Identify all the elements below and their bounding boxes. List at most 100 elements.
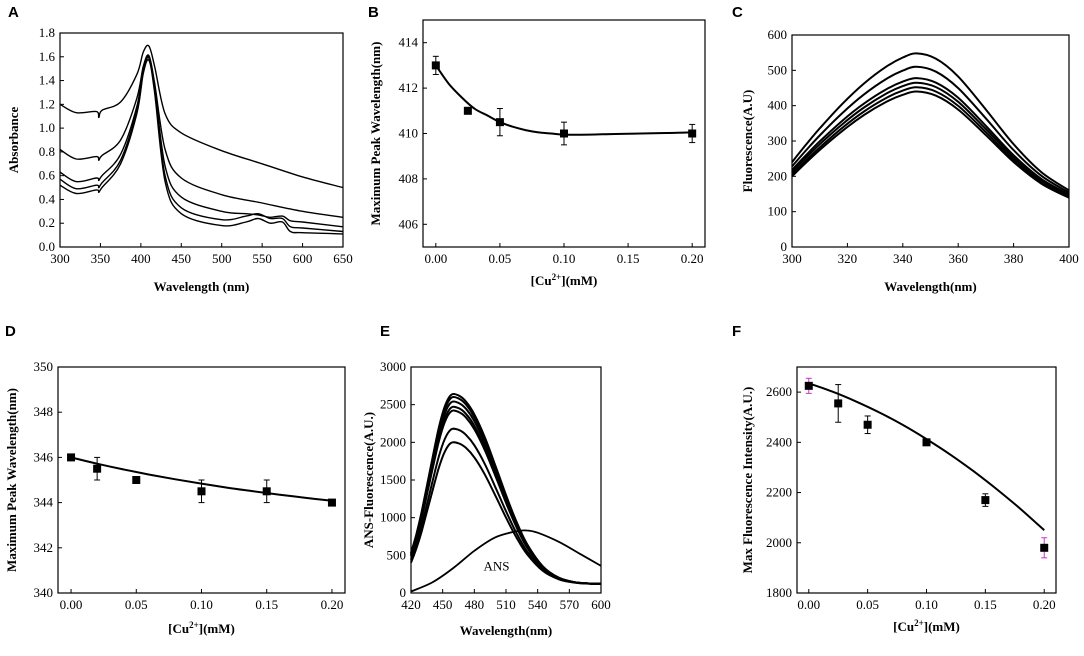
panel-b: 0.00 0.05 0.10 0.15 0.20 406 408 410 412 414 Maxim…	[368, 4, 706, 288]
y-tick-label: 2200	[766, 485, 792, 500]
panel-letter: A	[8, 4, 19, 21]
x-axis-label: [Cu2+](mM)	[893, 618, 960, 634]
ans-fluorescence-curve	[410, 392, 602, 585]
y-tick-label: 346	[34, 449, 54, 464]
x-tick-label: 0.00	[424, 251, 447, 266]
panel-d: 0.00 0.05 0.10 0.15 0.20 340 342 344 346 348 350 Ma…	[4, 323, 346, 636]
panel-letter: C	[732, 4, 743, 21]
x-tick-label: 0.15	[255, 597, 278, 612]
y-tick-label: 340	[34, 585, 54, 600]
x-tick-label: 0.10	[915, 597, 938, 612]
y-tick-label: 3000	[380, 359, 406, 374]
data-point	[327, 498, 336, 507]
y-tick-label: 408	[399, 171, 419, 186]
x-tick-label: 550	[252, 251, 272, 266]
ans-fluorescence-curve	[410, 441, 602, 585]
y-tick-label: 410	[399, 126, 419, 141]
x-tick-label: 320	[838, 251, 858, 266]
y-tick-label: 0.6	[39, 168, 56, 183]
y-tick-label: 1000	[380, 510, 406, 525]
y-tick-label: 2600	[766, 384, 792, 399]
y-tick-label: 2400	[766, 434, 792, 449]
x-tick-label: 0.05	[856, 597, 879, 612]
y-tick-label: 0	[400, 585, 407, 600]
x-tick-label: 500	[212, 251, 232, 266]
x-tick-label: 300	[50, 251, 70, 266]
y-tick-label: 600	[768, 27, 788, 42]
x-tick-label: 0.15	[974, 597, 997, 612]
x-tick-label: 0.15	[617, 251, 640, 266]
fluorescence-curve	[791, 52, 1070, 192]
y-tick-label: 100	[768, 204, 788, 219]
x-tick-label: 360	[948, 251, 968, 266]
plot-frame	[791, 34, 1070, 248]
y-axis-label: Absorbance	[6, 107, 21, 174]
y-tick-label: 2500	[380, 397, 406, 412]
y-tick-label: 0	[781, 239, 788, 254]
y-tick-label: 0.2	[39, 215, 55, 230]
data-point	[495, 118, 504, 127]
data-point	[93, 464, 102, 473]
data-point	[804, 381, 813, 390]
x-tick-label: 340	[893, 251, 913, 266]
y-tick-label: 412	[399, 80, 419, 95]
y-tick-label: 348	[34, 404, 54, 419]
panel-letter: F	[732, 323, 741, 340]
y-tick-label: 350	[34, 359, 54, 374]
y-tick-label: 0.4	[39, 191, 56, 206]
y-tick-label: 1.6	[39, 49, 56, 64]
y-tick-label: 0.0	[39, 239, 55, 254]
fit-curve	[434, 64, 693, 136]
ans-annotation: ANS	[483, 558, 509, 573]
x-axis-label-sup: 2+	[189, 620, 199, 630]
data-point	[922, 438, 931, 447]
x-tick-label: 400	[131, 251, 151, 266]
x-axis-label-base: [Cu	[893, 619, 914, 634]
y-tick-label: 1.4	[39, 73, 56, 88]
x-tick-label: 0.05	[489, 251, 512, 266]
x-tick-label: 400	[1059, 251, 1079, 266]
x-tick-label: 0.10	[553, 251, 576, 266]
y-axis-label: Maximum Peak Wavelength(nm)	[368, 42, 383, 226]
data-point	[262, 487, 271, 496]
data-point	[560, 129, 568, 138]
data-point	[1040, 543, 1049, 552]
y-tick-label: 414	[399, 35, 419, 50]
x-axis-label: [Cu2+](mM)	[531, 272, 598, 288]
data-point	[834, 399, 843, 408]
y-tick-label: 344	[34, 495, 54, 510]
x-tick-label: 0.20	[321, 597, 344, 612]
y-tick-label: 2000	[380, 434, 406, 449]
x-tick-label: 0.10	[190, 597, 213, 612]
y-tick-label: 1500	[380, 472, 406, 487]
x-tick-label: 650	[333, 251, 353, 266]
absorbance-curve	[59, 54, 344, 218]
data-point	[981, 496, 990, 505]
x-axis-label-rest: ](mM)	[924, 619, 960, 634]
x-tick-label: 300	[782, 251, 802, 266]
panel-letter: E	[380, 323, 390, 340]
x-axis-label: Wavelength (nm)	[154, 279, 250, 294]
x-tick-label: 0.20	[681, 251, 704, 266]
panel-letter: D	[5, 323, 16, 340]
x-axis-label-base: [Cu	[168, 621, 189, 636]
data-point	[132, 476, 141, 484]
fluorescence-curve	[791, 77, 1070, 196]
y-tick-label: 1.8	[39, 25, 55, 40]
fluorescence-curve	[791, 90, 1070, 199]
x-axis-label-sup: 2+	[914, 618, 924, 628]
x-axis-label: Wavelength(nm)	[460, 623, 552, 638]
x-tick-label: 570	[560, 597, 580, 612]
x-tick-label: 0.05	[125, 597, 148, 612]
x-tick-label: 600	[293, 251, 313, 266]
fit-curve	[808, 382, 1045, 531]
panel-a: 300 350 400 450 500 550 600 650 0.0 0.2 0.4 0.6 0.8 1…	[6, 4, 353, 294]
x-tick-label: 480	[465, 597, 485, 612]
x-tick-label: 510	[496, 597, 516, 612]
data-point	[431, 61, 440, 70]
x-axis-label-rest: ](mM)	[199, 621, 235, 636]
x-tick-label: 0.00	[60, 597, 83, 612]
panel-f: 0.00 0.05 0.10 0.15 0.20 1800 2000 2200 2400 2600…	[732, 323, 1057, 634]
x-tick-label: 0.20	[1033, 597, 1056, 612]
